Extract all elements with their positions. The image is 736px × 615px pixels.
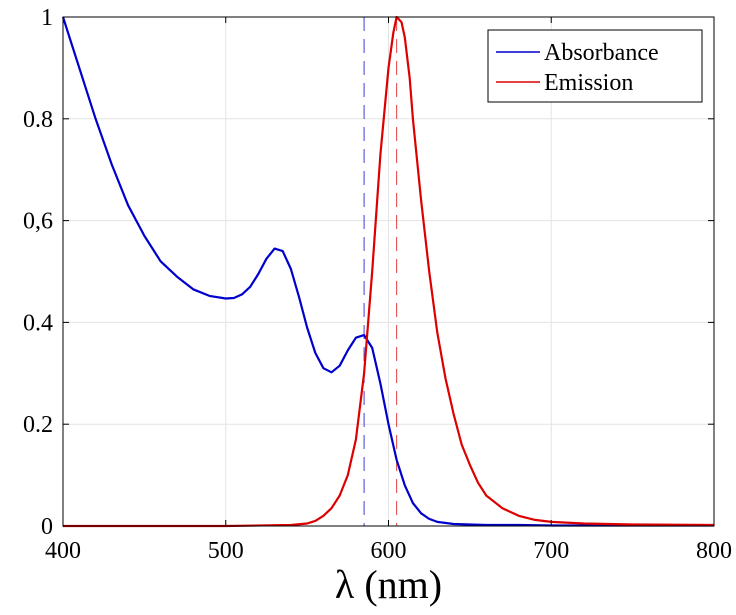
tick-marks <box>62 16 715 527</box>
x-tick-label: 700 <box>533 538 569 564</box>
legend-label: Emission <box>544 70 633 96</box>
x-tick-label: 500 <box>208 538 244 564</box>
y-tick-label: 0.2 <box>23 412 53 438</box>
legend-box <box>487 29 703 103</box>
series-lines <box>61 15 715 528</box>
x-tick-label: 800 <box>696 538 732 564</box>
x-tick-label: 400 <box>45 538 81 564</box>
y-tick-label: 0 <box>41 514 53 540</box>
x-tick-label: 600 <box>371 538 407 564</box>
y-tick-label: 0.8 <box>23 107 53 133</box>
tick-labels: 400 500 600 700 800 0 0.2 0.4 0,6 0.8 1 <box>23 5 732 564</box>
legend: Absorbance Emission <box>487 29 703 103</box>
legend-label: Absorbance <box>544 40 659 66</box>
y-tick-label: 0.4 <box>23 310 53 336</box>
reference-lines <box>363 17 398 526</box>
x-axis-title: λ (nm) <box>335 562 442 607</box>
series-line-absorbance <box>61 16 714 527</box>
y-tick-label: 0,6 <box>23 209 53 235</box>
y-tick-label: 1 <box>41 5 53 31</box>
series-line-emission <box>63 15 715 528</box>
